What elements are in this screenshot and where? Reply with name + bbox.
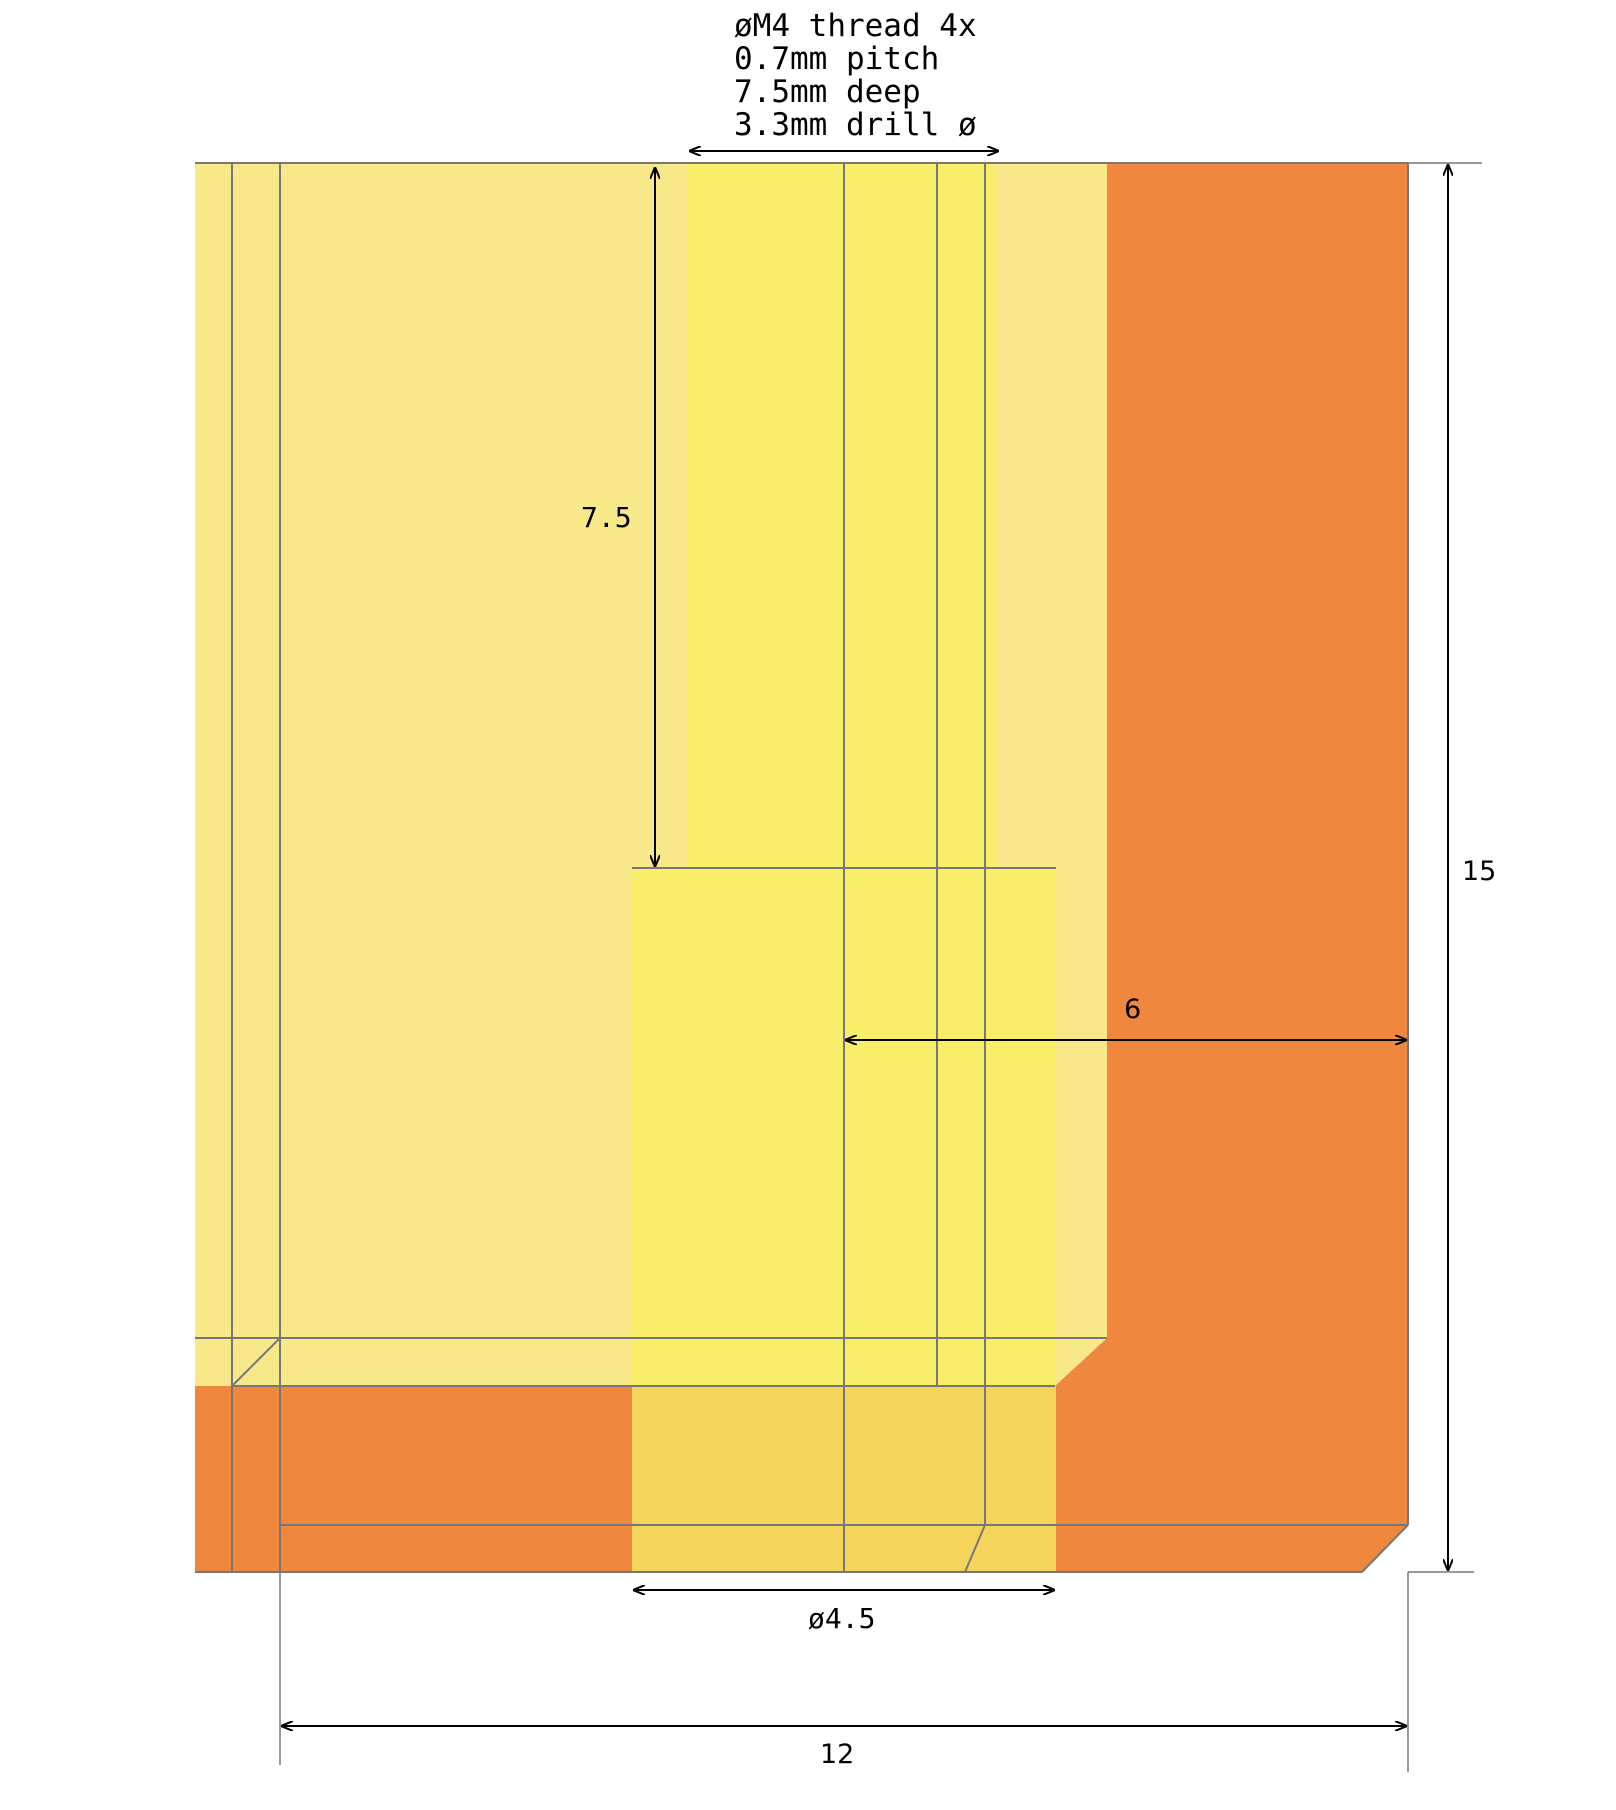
base-section: [195, 163, 1408, 1572]
height-label: 15: [1462, 856, 1496, 887]
offset-label: 6: [1124, 994, 1141, 1025]
thread-column: [688, 163, 996, 868]
callout-line-4: 3.3mm drill ø: [734, 107, 977, 143]
dimension-lines: [282, 151, 1448, 1726]
callout-line-1: øM4 thread 4x: [734, 8, 977, 44]
width-label: 12: [820, 1739, 854, 1770]
callout-line-2: 0.7mm pitch: [734, 41, 939, 77]
extension-lines: [279, 162, 1482, 1772]
depth-label: 7.5: [581, 501, 632, 534]
part-edges: [195, 162, 1409, 1573]
thread-callout: øM4 thread 4x 0.7mm pitch 7.5mm deep 3.3…: [734, 8, 977, 143]
hole-diameter-label: ø4.5: [808, 1602, 875, 1635]
callout-line-3: 7.5mm deep: [734, 74, 921, 110]
